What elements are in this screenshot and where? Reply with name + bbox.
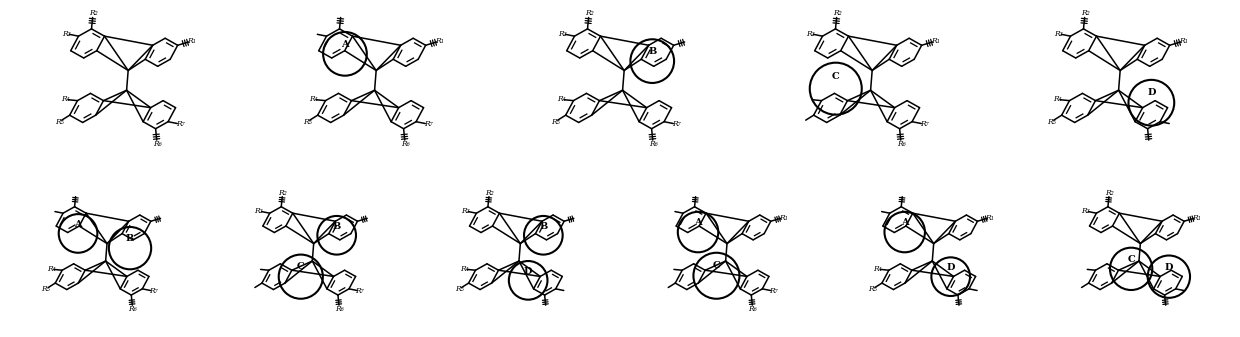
Text: R₁: R₁ [1179,37,1188,45]
Text: R₇: R₇ [920,120,929,128]
Text: R₆: R₆ [128,305,138,313]
Text: R₁: R₁ [986,214,994,221]
Text: R₄: R₄ [309,95,317,103]
Text: B: B [539,222,548,231]
Text: R₅: R₅ [1047,118,1055,126]
Text: R₂: R₂ [833,9,842,18]
Text: A: A [341,39,348,49]
Text: R₅: R₅ [551,118,559,126]
Text: R₄: R₄ [61,95,69,103]
Text: R₃: R₃ [1081,207,1090,215]
Text: R₂: R₂ [89,9,98,18]
Text: A: A [74,220,82,229]
Text: D: D [946,264,955,273]
Text: R₂: R₂ [1081,9,1090,18]
Text: R₄: R₄ [873,265,882,273]
Text: B: B [332,222,341,231]
Text: R₄: R₄ [460,265,469,273]
Text: R₇: R₇ [176,120,185,128]
Text: R₂: R₂ [1105,189,1114,197]
Text: R₁: R₁ [779,214,787,221]
Text: R₆: R₆ [401,140,409,148]
Text: C: C [713,261,720,270]
Text: R₂: R₂ [585,9,594,18]
Text: R₃: R₃ [461,207,470,215]
Text: R₇: R₇ [424,120,433,128]
Text: R₁: R₁ [187,37,196,45]
Text: A: A [694,218,702,227]
Text: R₇: R₇ [149,287,157,295]
Text: D: D [1164,263,1173,272]
Text: R₇: R₇ [672,120,681,128]
Text: R₄: R₄ [557,95,565,103]
Text: R₂: R₂ [278,189,286,197]
Text: R₅: R₅ [868,285,877,293]
Text: C: C [1127,255,1135,264]
Text: R₇: R₇ [356,287,365,295]
Text: R₅: R₅ [455,285,464,293]
Text: R₆: R₆ [335,305,343,313]
Text: C: C [832,72,839,82]
Text: B: B [649,47,656,56]
Text: R₃: R₃ [1054,30,1063,38]
Text: R₅: R₅ [55,118,63,126]
Text: R₃: R₃ [62,30,71,38]
Text: R₃: R₃ [558,30,567,38]
Text: R₁: R₁ [931,37,940,45]
Text: R₂: R₂ [485,189,494,197]
Text: R₃: R₃ [254,207,263,215]
Text: R₅: R₅ [41,285,51,293]
Text: R₇: R₇ [769,287,777,295]
Text: B: B [126,234,134,243]
Text: R₆: R₆ [897,140,905,148]
Text: R₅: R₅ [303,118,311,126]
Text: R₃: R₃ [806,30,815,38]
Text: C: C [296,262,305,271]
Text: R₄: R₄ [47,265,56,273]
Text: D: D [525,267,532,276]
Text: R₄: R₄ [1053,95,1061,103]
Text: A: A [901,218,909,227]
Text: R₆: R₆ [748,305,758,313]
Text: R₁: R₁ [435,37,444,45]
Text: D: D [1147,88,1156,97]
Text: R₆: R₆ [649,140,657,148]
Text: R₆: R₆ [153,140,161,148]
Text: R₁: R₁ [1192,214,1200,221]
